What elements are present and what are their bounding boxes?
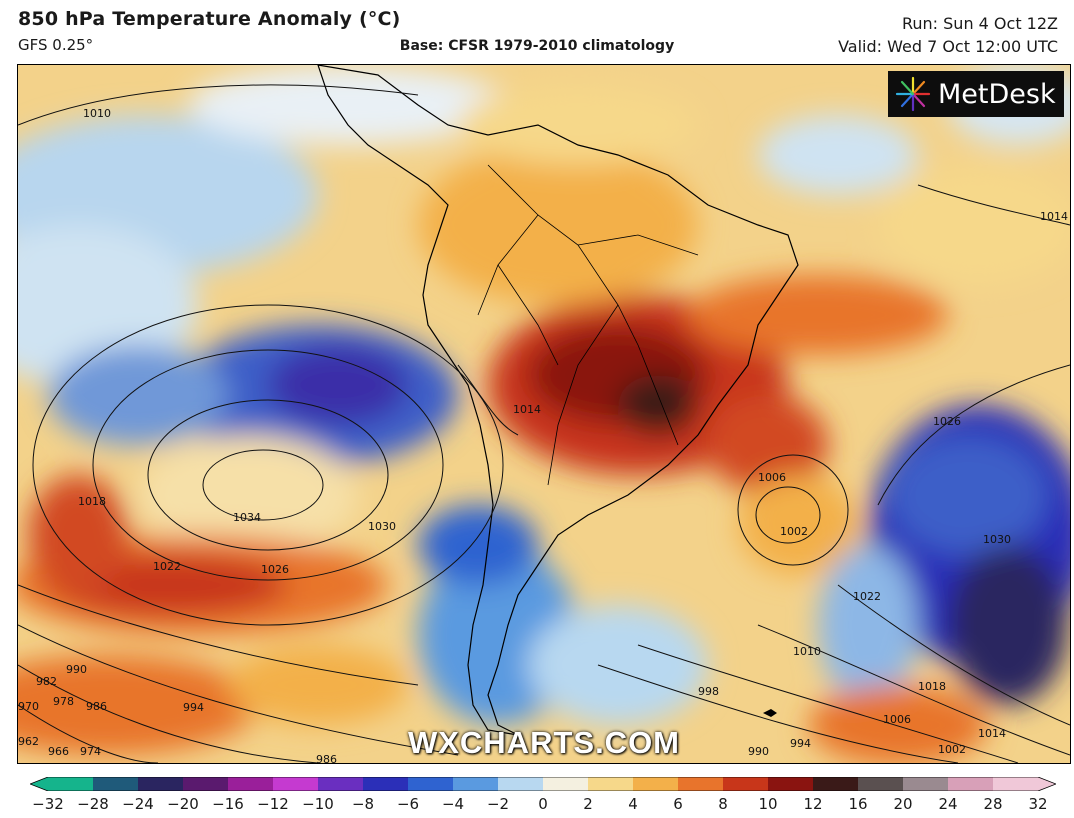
isobar-label: 986: [316, 753, 337, 763]
colorbar-tick-label: −16: [212, 795, 244, 813]
colorbar-segment: [768, 777, 814, 791]
colorbar-segment: [183, 777, 229, 791]
colorbar-tick-label: 20: [893, 795, 913, 813]
isobar-label: 1006: [883, 713, 911, 726]
isobar-label: 998: [698, 685, 719, 698]
colorbar-segment: [228, 777, 274, 791]
colorbar-tick-label: 24: [938, 795, 958, 813]
isobar-label: 1014: [978, 727, 1006, 740]
isobar-label: 1002: [938, 743, 966, 756]
isobar-label: 1030: [983, 533, 1011, 546]
colorbar-max-arrow: [1038, 777, 1056, 791]
isobar-label: 1018: [78, 495, 106, 508]
colorbar-tick-label: 8: [718, 795, 728, 813]
isobar-label: 978: [53, 695, 74, 708]
colorbar-segment: [948, 777, 994, 791]
colorbar-segment: [723, 777, 769, 791]
isobar-label: 1014: [513, 403, 541, 416]
falkland-islands: [763, 709, 777, 717]
colorbar-segment: [93, 777, 139, 791]
run-label: Run: Sun 4 Oct 12Z: [901, 14, 1058, 33]
colorbar-tick-label: 16: [848, 795, 868, 813]
colorbar-segment: [273, 777, 319, 791]
metdesk-logo: MetDesk: [888, 71, 1064, 117]
colorbar-segment: [453, 777, 499, 791]
colorbar-segment: [858, 777, 904, 791]
colorbar-segment: [48, 777, 94, 791]
colorbar-tick-label: 0: [538, 795, 548, 813]
colorbar-segment: [813, 777, 859, 791]
isobar-label: 970: [18, 700, 39, 713]
colorbar-segment: [363, 777, 409, 791]
colorbar-tick-label: 6: [673, 795, 683, 813]
isobar-label: 1034: [233, 511, 261, 524]
colorbar-tick-label: 10: [758, 795, 778, 813]
colorbar-tick-label: 28: [983, 795, 1003, 813]
colorbar-tick-label: −10: [302, 795, 334, 813]
colorbar-segment: [318, 777, 364, 791]
colorbar-tick-label: −24: [122, 795, 154, 813]
colorbar-tick-label: 32: [1028, 795, 1048, 813]
colorbar-tick-label: −12: [257, 795, 289, 813]
isobar-label: 990: [66, 663, 87, 676]
colorbar-tick-label: 2: [583, 795, 593, 813]
colorbar-tick-label: −6: [396, 795, 420, 813]
isobar-label: 966: [48, 745, 69, 758]
colorbar-tick-label: 4: [628, 795, 638, 813]
isobar-label: 1014: [1040, 210, 1068, 223]
coastline: [317, 65, 799, 736]
isobar-label: 986: [86, 700, 107, 713]
starburst-logo-icon: [895, 76, 931, 112]
isobar-labels: 1010 1014 1034 1030 1026 1022 1018 990 9…: [18, 107, 1068, 763]
colorbar-segment: [993, 777, 1039, 791]
colorbar-segment: [408, 777, 454, 791]
colorbar-ticks: −32 −28 −24 −20 −16 −12 −10 −8 −6 −4 −2 0 2 4 6 8 10 12 16…: [0, 795, 1074, 817]
watermark: WXCHARTS.COM: [407, 725, 681, 760]
isobars: [18, 84, 1070, 763]
colorbar-segment: [903, 777, 949, 791]
isobar-label: 962: [18, 735, 39, 748]
climatology-base-label: Base: CFSR 1979-2010 climatology: [399, 38, 675, 54]
valid-time-label: Valid: Wed 7 Oct 12:00 UTC: [838, 37, 1058, 56]
isobar-label: 1010: [83, 107, 111, 120]
isobar-label: 1006: [758, 471, 786, 484]
colorbar-segment: [588, 777, 634, 791]
colorbar-tick-label: −28: [77, 795, 109, 813]
colorbar-tick-label: −2: [486, 795, 510, 813]
isobar-label: 982: [36, 675, 57, 688]
colorbar-min-arrow: [30, 777, 48, 791]
colorbar-tick-label: −8: [351, 795, 375, 813]
colorbar-tick-label: 12: [803, 795, 823, 813]
model-label: GFS 0.25°: [18, 36, 94, 54]
chart-title: 850 hPa Temperature Anomaly (°C): [18, 8, 401, 30]
colorbar-segment: [678, 777, 724, 791]
isobar-label: 994: [790, 737, 811, 750]
anomaly-field: [18, 65, 1070, 763]
colorbar-segment: [633, 777, 679, 791]
isobar-label: 1026: [933, 415, 961, 428]
colorbar-segment: [138, 777, 184, 791]
isobar-label: 1022: [153, 560, 181, 573]
colorbar-segment: [543, 777, 589, 791]
colorbar-tick-label: −20: [167, 795, 199, 813]
isobar-label: 1026: [261, 563, 289, 576]
map-canvas: 1010 1014 1034 1030 1026 1022 1018 990 9…: [18, 65, 1070, 763]
isobar-label: 1010: [793, 645, 821, 658]
isobar-label: 1018: [918, 680, 946, 693]
logo-text: MetDesk: [938, 78, 1056, 110]
isobar-label: 974: [80, 745, 101, 758]
country-borders: [477, 164, 699, 486]
anomaly-map[interactable]: 1010 1014 1034 1030 1026 1022 1018 990 9…: [17, 64, 1071, 764]
isobar-label: 990: [748, 745, 769, 758]
colorbar-tick-label: −4: [441, 795, 465, 813]
isobar-label: 1022: [853, 590, 881, 603]
isobar-label: 1002: [780, 525, 808, 538]
isobar-label: 994: [183, 701, 204, 714]
colorbar-tick-label: −32: [32, 795, 64, 813]
isobar-label: 1030: [368, 520, 396, 533]
colorbar: [30, 777, 1056, 791]
colorbar-segment: [498, 777, 544, 791]
